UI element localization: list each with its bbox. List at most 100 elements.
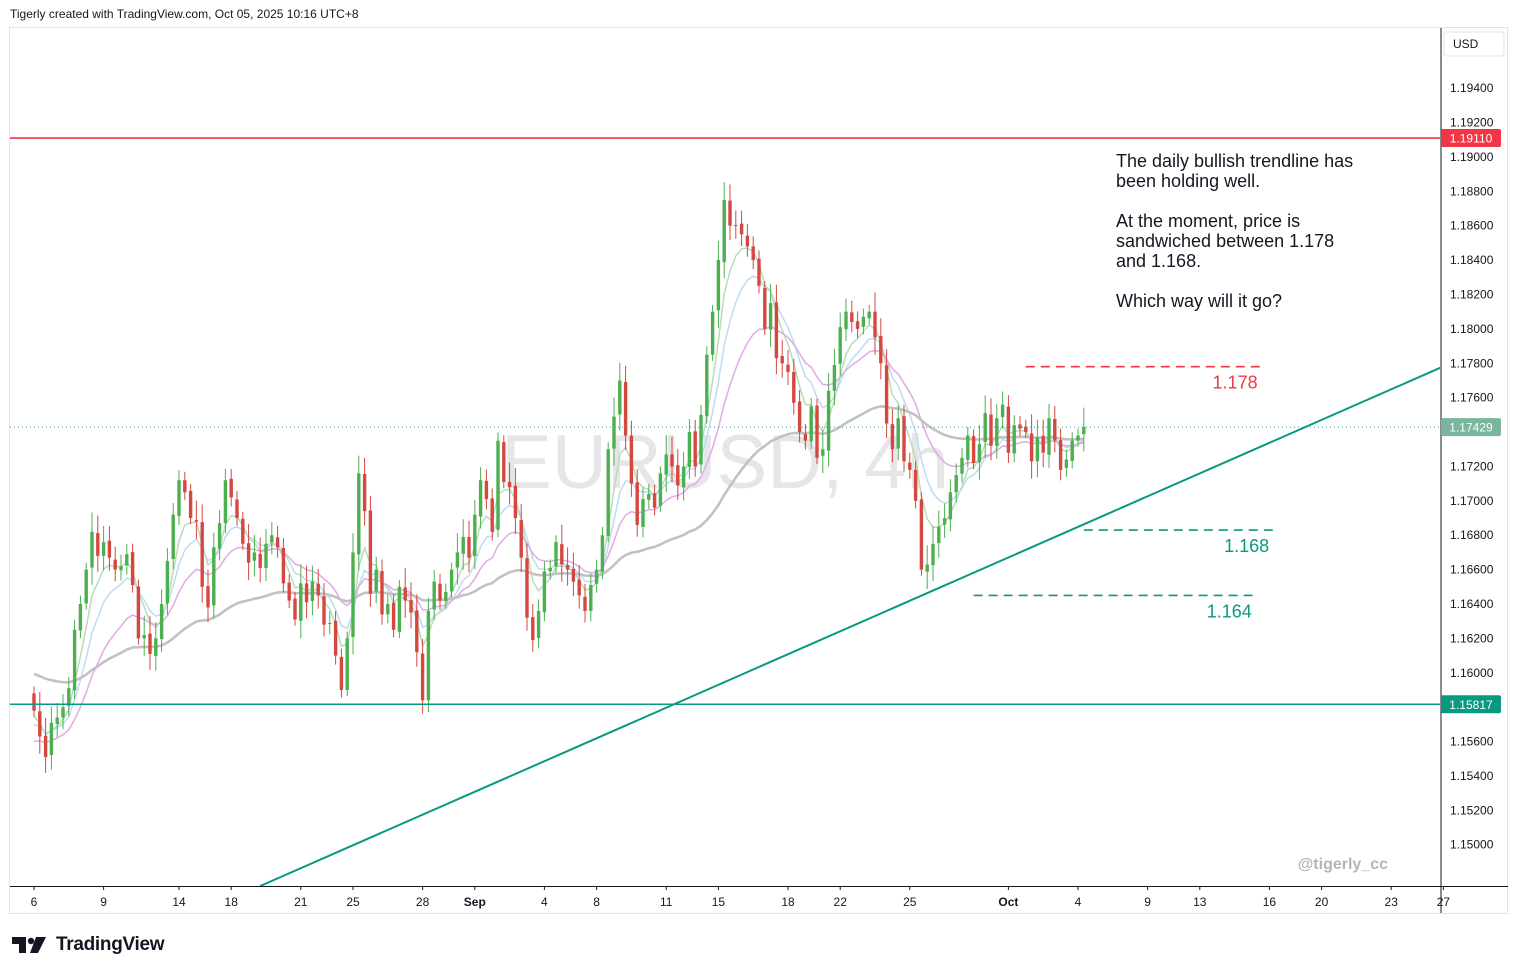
candle-body [873,311,877,338]
candle-body [531,617,535,641]
x-tick-label: 20 [1315,895,1329,909]
x-tick-label: 25 [346,895,360,909]
candle-body [154,638,158,656]
candle-body [879,336,883,364]
candle-body [426,610,431,701]
annotation-line: sandwiched between 1.178 [1116,231,1334,251]
y-tick-label: 1.17200 [1450,459,1494,473]
x-tick-label: 16 [1263,895,1277,909]
candle-body [913,469,918,501]
candle-body [67,688,71,706]
candle-body [884,365,889,424]
candle-body [1029,433,1034,462]
y-tick-label: 1.19200 [1450,116,1494,130]
y-tick-label: 1.16400 [1450,597,1494,611]
candle-body [43,735,48,758]
symbol-watermark: EURUSD, 4h [501,420,949,505]
candle-body [55,717,59,725]
candle-body [960,457,964,474]
candle-body [890,424,895,450]
candle-body [328,622,332,624]
candle-body [1024,426,1028,433]
candle-body [345,638,349,690]
candle-body [931,543,935,566]
x-tick-label: 23 [1385,895,1399,909]
candle-body [258,553,262,568]
support-line-tag [1441,695,1501,714]
y-tick-label: 1.17000 [1450,494,1494,508]
candle-body [583,596,587,611]
candle-body [774,302,779,359]
plot-area: 1.178 1.168 1.164 The daily bullish trendli… [10,137,1440,886]
candle-body [1000,404,1005,417]
x-tick-label: 8 [593,895,600,909]
resistance-line-tag [1441,129,1501,148]
ma-slow-line [33,325,1085,744]
candle-body [333,620,338,656]
candle-body [368,510,373,594]
candle-body [293,598,297,620]
candle-body [432,581,436,610]
candle-body [90,531,94,568]
candle-body [374,569,378,592]
candle-body [386,604,390,615]
candle-body [1018,424,1022,429]
x-tick-label: Oct [998,895,1018,909]
candle-body [693,431,697,467]
candle-body [61,707,65,718]
candle-body [676,465,680,486]
chart-attribution: Tigerly created with TradingView.com, Oc… [10,7,359,21]
candle-body [281,547,286,584]
candle-body [734,225,738,227]
footer-brand: TradingView [56,934,165,955]
y-tick-label: 1.15000 [1450,838,1494,852]
candle-body [867,311,871,319]
level-1164-label: 1.164 [1207,601,1252,621]
x-tick-label: Sep [464,895,486,909]
y-tick-label: 1.16800 [1450,528,1494,542]
candle-body [200,522,204,587]
x-tick-label: 4 [541,895,548,909]
candle-body [681,466,686,488]
candle-body [275,537,280,548]
candle-body [1064,459,1069,468]
candle-body [270,535,274,543]
footer-logo[interactable]: TradingView [12,934,165,956]
annotation-line: Which way will it go? [1116,291,1282,311]
last-price-tag [1441,418,1501,437]
candle-body [751,246,755,261]
candle-body [397,586,402,632]
resistance-line-tag-text: 1.19110 [1450,132,1493,146]
candle-body [705,354,709,417]
candle-body [223,480,228,524]
candle-body [571,568,576,582]
y-tick-label: 1.19000 [1450,150,1494,164]
candle-body [380,570,384,615]
candle-body [246,543,251,563]
candle-body [304,583,309,603]
candle-body [351,552,355,638]
candle-body [797,401,802,433]
candle-body [72,629,77,691]
y-tick-label: 1.16000 [1450,666,1494,680]
tradingview-logo-icon [12,937,46,953]
candle-body [217,523,222,549]
candle-body [983,413,987,443]
candle-body [838,327,842,364]
candle-body [699,414,703,465]
candle-body [113,559,117,570]
candle-body [322,596,326,625]
candle-body [618,380,622,415]
ma-fast-line [33,247,1085,736]
candle-body [171,514,175,559]
currency-label: USD [1453,37,1479,51]
candle-body [310,581,315,601]
candle-body [264,543,268,568]
candle-body [821,449,825,456]
candle-body [287,582,291,601]
candle-body [652,493,657,508]
candle-body [554,542,558,567]
annotation-line: At the moment, price is [1116,211,1300,231]
candle-body [589,585,593,611]
